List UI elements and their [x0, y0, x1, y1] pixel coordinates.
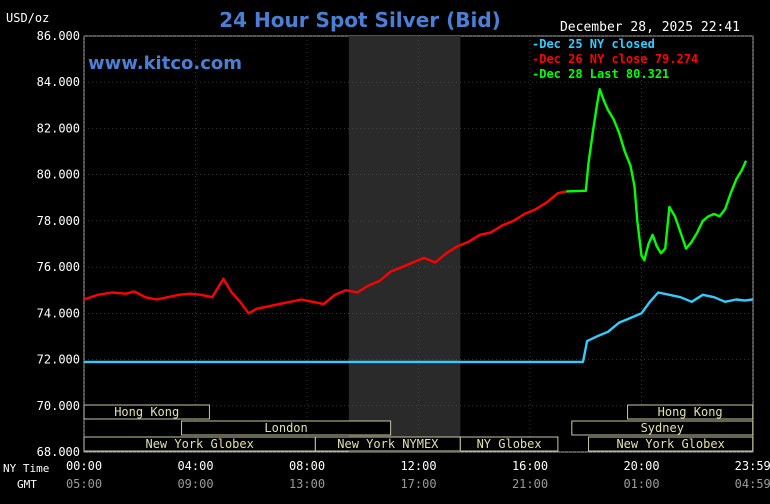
x-tick-label-ny: 04:00	[177, 459, 213, 473]
session-label: Hong Kong	[658, 405, 723, 419]
series-lines	[83, 87, 753, 364]
session-bar	[588, 436, 754, 452]
y-axis-ticks: 86.000 84.000 82.000 80.000 78.000 76.000 74.0…	[37, 29, 80, 459]
series-line-dec25	[84, 291, 753, 364]
x-tick-label-ny: 08:00	[289, 459, 325, 473]
x-tick-label-ny: 16:00	[512, 459, 548, 473]
y-tick-label: 82.000	[37, 121, 80, 135]
session-label: NY Globex	[477, 437, 542, 451]
chart-title: 24 Hour Spot Silver (Bid)	[219, 8, 501, 32]
x-axis-row-label-gmt: GMT	[17, 478, 37, 491]
legend-entry: -Dec 26 NY close 79.274	[532, 52, 698, 66]
x-tick-label-ny: 12:00	[400, 459, 436, 473]
x-tick-label-gmt: 09:00	[177, 477, 213, 491]
session-label: Sydney	[641, 421, 684, 435]
x-tick-label-gmt: 13:00	[289, 477, 325, 491]
series-line-dec26	[83, 190, 567, 315]
session-bar	[627, 404, 754, 420]
grid-lines	[83, 35, 754, 453]
x-tick-label-ny: 20:00	[623, 459, 659, 473]
x-tick-label-gmt: 17:00	[400, 477, 436, 491]
shaded-band	[348, 36, 461, 452]
y-tick-label: 76.000	[37, 260, 80, 274]
session-label: New York NYMEX	[337, 437, 439, 451]
y-tick-label: 72.000	[37, 353, 80, 367]
legend-entry: -Dec 28 Last 80.321	[532, 67, 669, 81]
chart-timestamp: December 28, 2025 22:41	[560, 20, 740, 35]
legend-entry: -Dec 25 NY closed	[532, 37, 655, 51]
y-tick-label: 86.000	[37, 29, 80, 43]
y-tick-label: 74.000	[37, 306, 80, 320]
series-line-dec28	[566, 87, 748, 262]
session-bar	[181, 420, 392, 436]
x-tick-label-gmt: 21:00	[512, 477, 548, 491]
x-axis-ticks: 00:00 04:00 08:00 12:00 16:00 20:00 23:59 05:00…	[66, 459, 770, 491]
x-tick-label-ny: 00:00	[66, 459, 102, 473]
session-label: Hong Kong	[114, 405, 179, 419]
shaded-session-band	[348, 36, 461, 452]
y-tick-label: 68.000	[37, 445, 80, 459]
y-tick-label: 80.000	[37, 168, 80, 182]
x-tick-label-gmt: 05:00	[66, 477, 102, 491]
session-bar	[83, 404, 210, 420]
x-tick-label-gmt: 04:59	[735, 477, 770, 491]
y-tick-label: 70.000	[37, 399, 80, 413]
y-axis-unit-label: USD/oz	[6, 11, 49, 25]
x-tick-label-ny: 23:59	[735, 459, 770, 473]
x-tick-label-gmt: 01:00	[623, 477, 659, 491]
session-labels: Hong Kong Hong Kong London Sydney New York G…	[83, 404, 754, 452]
session-bar	[571, 420, 754, 436]
x-axis-row-label-ny: NY Time	[3, 462, 49, 475]
legend: -Dec 25 NY closed-Dec 26 NY close 79.274…	[532, 37, 698, 81]
kitco-watermark: www.kitco.com	[88, 53, 242, 74]
y-tick-label: 78.000	[37, 214, 80, 228]
y-tick-label: 84.000	[37, 75, 80, 89]
session-label: New York Globex	[145, 437, 253, 451]
session-label: New York Globex	[616, 437, 724, 451]
session-label: London	[264, 421, 307, 435]
session-bar	[459, 436, 559, 452]
